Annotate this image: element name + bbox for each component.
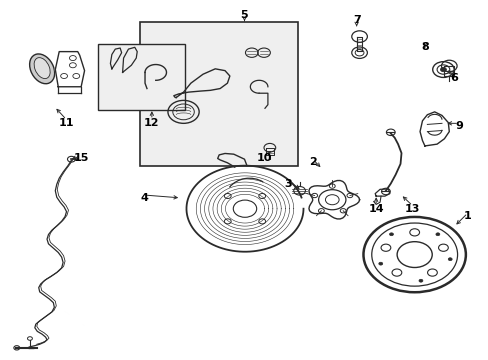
Text: 5: 5 bbox=[240, 10, 248, 20]
Ellipse shape bbox=[30, 54, 55, 84]
Text: 4: 4 bbox=[141, 193, 148, 203]
Circle shape bbox=[435, 233, 439, 236]
Ellipse shape bbox=[34, 58, 50, 78]
Text: 10: 10 bbox=[256, 153, 271, 163]
Text: 8: 8 bbox=[420, 42, 428, 52]
Text: 12: 12 bbox=[144, 118, 159, 128]
Text: 2: 2 bbox=[308, 157, 316, 167]
Circle shape bbox=[447, 258, 451, 261]
Text: 3: 3 bbox=[284, 179, 292, 189]
Circle shape bbox=[378, 262, 382, 265]
Polygon shape bbox=[55, 51, 84, 87]
Text: 14: 14 bbox=[367, 204, 383, 214]
Text: 9: 9 bbox=[454, 121, 462, 131]
Text: 6: 6 bbox=[449, 73, 457, 83]
Circle shape bbox=[440, 67, 446, 72]
Text: 13: 13 bbox=[404, 204, 420, 214]
Text: 7: 7 bbox=[352, 15, 360, 26]
Bar bbox=[98, 44, 184, 110]
Circle shape bbox=[389, 233, 393, 236]
Bar bbox=[140, 22, 298, 166]
Text: 15: 15 bbox=[73, 153, 89, 163]
Text: 1: 1 bbox=[463, 211, 471, 221]
Circle shape bbox=[418, 279, 422, 282]
Text: 11: 11 bbox=[59, 118, 74, 128]
